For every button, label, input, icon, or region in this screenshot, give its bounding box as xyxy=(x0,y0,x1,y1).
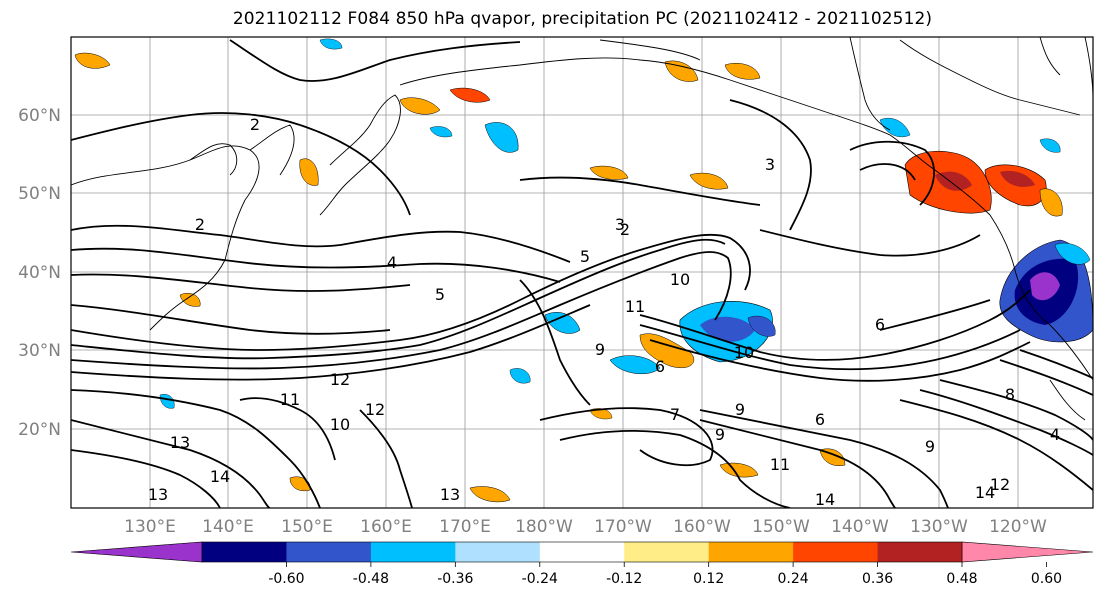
contour-label: 2 xyxy=(250,115,260,134)
contour-label: 9 xyxy=(715,425,725,444)
contour-label: 9 xyxy=(595,340,605,359)
contour-label: 11 xyxy=(770,455,790,474)
colorbar-tick-label: -0.36 xyxy=(437,571,473,587)
latitude-label: 40°N xyxy=(18,263,61,283)
colorbar-segment xyxy=(708,542,794,562)
longitude-label: 130°E xyxy=(124,517,176,537)
contour-lines xyxy=(71,39,1093,508)
colorbar-tick-label: 0.36 xyxy=(862,571,893,587)
longitude-label: 150°W xyxy=(752,517,810,537)
contour-label: 14 xyxy=(815,490,835,509)
contour-label: 3 xyxy=(765,155,775,174)
precipitation-shading xyxy=(74,38,1093,503)
longitude-label: 160°E xyxy=(360,517,412,537)
gridlines xyxy=(71,37,1093,508)
longitude-label: 140°E xyxy=(202,517,254,537)
contour-label: 4 xyxy=(387,253,397,272)
colorbar-segment xyxy=(202,542,287,562)
colorbar-tick-label: -0.60 xyxy=(268,571,304,587)
map-area xyxy=(71,37,1093,508)
precip-positive-bc-core xyxy=(1000,170,1035,187)
contour-label: 10 xyxy=(670,270,690,289)
colorbar-segment xyxy=(286,542,372,562)
colorbar-tick-label: 0.24 xyxy=(778,571,809,587)
plot-title: 2021102112 F084 850 hPa qvapor, precipit… xyxy=(232,9,933,29)
latitude-label: 50°N xyxy=(18,184,61,204)
colorbar-tick-label: 0.48 xyxy=(946,571,977,587)
colorbar: -0.60 -0.48 -0.36 -0.24 -0.12 0.12 0.24 0.36 0.4… xyxy=(70,541,1094,587)
contour-label: 5 xyxy=(580,247,590,266)
contour-label: 11 xyxy=(280,390,300,409)
contour-label: 12 xyxy=(365,400,385,419)
contour-label: 13 xyxy=(440,485,460,504)
contour-label: 8 xyxy=(1005,385,1015,404)
latitude-label: 60°N xyxy=(18,106,61,126)
colorbar-extend-min xyxy=(70,541,203,563)
precip-positive-pnw-core xyxy=(935,171,972,191)
colorbar-segment xyxy=(539,542,625,562)
contour-label: 3 xyxy=(615,215,625,234)
longitude-label: 170°W xyxy=(594,517,652,537)
contour-label: 9 xyxy=(925,437,935,456)
longitude-label: 160°W xyxy=(673,517,731,537)
longitude-label: 130°W xyxy=(910,517,968,537)
contour-label: 6 xyxy=(875,315,885,334)
contour-label: 13 xyxy=(170,433,190,452)
contour-label: 12 xyxy=(330,370,350,389)
contour-label: 5 xyxy=(435,285,445,304)
longitude-labels: 130°E 140°E 150°E 160°E 170°E 180°W 170°W 160°W… xyxy=(124,517,1047,537)
longitude-label: 150°E xyxy=(281,517,333,537)
colorbar-segment xyxy=(455,542,541,562)
longitude-label: 140°W xyxy=(831,517,889,537)
latitude-labels: 60°N 50°N 40°N 30°N 20°N xyxy=(18,106,61,440)
contour-label: 10 xyxy=(734,343,754,362)
contour-label: 14 xyxy=(210,467,230,486)
contour-label: 10 xyxy=(330,415,350,434)
longitude-label: 120°W xyxy=(989,517,1047,537)
colorbar-tick-label: 0.12 xyxy=(693,571,724,587)
colorbar-extend-max xyxy=(961,541,1094,563)
latitude-label: 30°N xyxy=(18,341,61,361)
contour-label: 6 xyxy=(815,410,825,429)
colorbar-segment xyxy=(877,542,963,562)
contour-label: 7 xyxy=(670,405,680,424)
latitude-label: 20°N xyxy=(18,420,61,440)
colorbar-tick-label: -0.48 xyxy=(353,571,389,587)
longitude-label: 170°E xyxy=(439,517,491,537)
map-border xyxy=(70,36,1094,509)
colorbar-segment xyxy=(793,542,879,562)
longitude-label: 180°W xyxy=(515,517,573,537)
colorbar-tick-label: 0.60 xyxy=(1031,571,1062,587)
contour-label: 11 xyxy=(625,297,645,316)
contour-label: 2 xyxy=(195,215,205,234)
colorbar-segment xyxy=(370,542,456,562)
contour-label: 6 xyxy=(655,357,665,376)
colorbar-tick-label: -0.24 xyxy=(522,571,558,587)
contour-label: 9 xyxy=(735,400,745,419)
contour-label: 4 xyxy=(1050,425,1060,444)
colorbar-tick-label: -0.12 xyxy=(606,571,642,587)
coastlines xyxy=(71,37,1093,421)
colorbar-frame xyxy=(201,541,963,563)
contour-label: 2 xyxy=(620,220,630,239)
contour-label: 12 xyxy=(990,475,1010,494)
contour-label: 14 xyxy=(975,483,995,502)
contour-label: 13 xyxy=(148,485,168,504)
colorbar-segment xyxy=(624,542,710,562)
